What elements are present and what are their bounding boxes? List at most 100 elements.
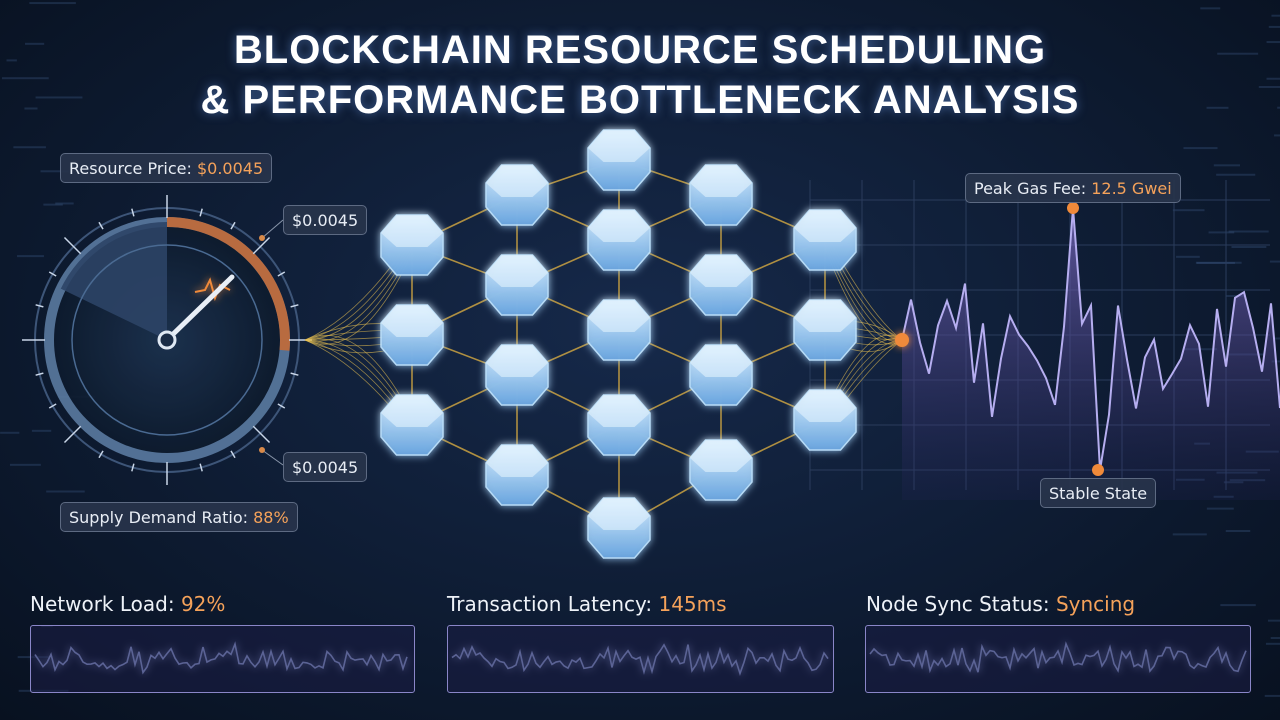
code-streak (31, 429, 52, 432)
node-top (381, 305, 443, 337)
code-streak (1270, 637, 1280, 640)
tag-label: Resource Price: (69, 159, 192, 178)
node (485, 344, 549, 406)
code-streak (35, 96, 83, 99)
node (689, 439, 753, 501)
node-top (690, 345, 752, 377)
node (689, 344, 753, 406)
node-top (588, 300, 650, 332)
code-streak (1, 77, 49, 80)
code-streak (6, 59, 17, 62)
gauge-tick (131, 463, 135, 472)
gauge-tick (63, 425, 82, 444)
gauge-tick (252, 425, 271, 444)
code-streak (9, 463, 41, 466)
metric-name: Network Load: (30, 592, 175, 616)
tag-label: Supply Demand Ratio: (69, 508, 249, 527)
tag-label: Peak Gas Fee: (974, 179, 1087, 198)
code-streak (1225, 295, 1244, 298)
gauge-tick (230, 450, 236, 459)
gauge-tick (277, 403, 286, 409)
leader (261, 219, 284, 239)
gauge-tick (277, 271, 286, 277)
wave-dot (1067, 202, 1079, 214)
node (689, 254, 753, 316)
node (587, 394, 651, 456)
code-streak (1176, 255, 1200, 258)
node-top (486, 165, 548, 197)
code-streak (1206, 106, 1229, 109)
code-streak (1184, 348, 1218, 351)
code-streak (24, 42, 45, 45)
code-streak (24, 107, 38, 110)
metric-value: 145ms (658, 592, 727, 616)
tag-value: 12.5 Gwei (1091, 179, 1172, 198)
code-streak (40, 170, 69, 173)
stable-tag: Stable State (1040, 478, 1157, 508)
ratio-tag: Supply Demand Ratio: 88% (60, 502, 298, 532)
node (587, 129, 651, 191)
code-streak (1268, 25, 1280, 28)
leader-dot (259, 235, 265, 241)
node (380, 304, 444, 366)
code-streak (1200, 7, 1221, 10)
wave-dot (1092, 464, 1104, 476)
code-streak (1267, 619, 1280, 622)
wave-dot (895, 333, 909, 347)
gauge-tick (98, 450, 104, 459)
code-streak (43, 203, 63, 206)
code-streak (1183, 147, 1218, 150)
code-streak (1266, 77, 1280, 80)
code-streak (1216, 173, 1256, 176)
node-top (486, 345, 548, 377)
code-streak (1217, 52, 1259, 55)
code-streak (1208, 231, 1235, 234)
code-streak (1271, 14, 1280, 17)
title-line: & PERFORMANCE BOTTLENECK ANALYSIS (200, 78, 1080, 122)
code-streak (1231, 246, 1267, 249)
code-streak (1277, 106, 1280, 109)
node-top (794, 390, 856, 422)
code-streak (1206, 507, 1234, 510)
wave-area (902, 208, 1280, 500)
code-streak (1269, 260, 1280, 263)
node (380, 394, 444, 456)
metric-label: Network Load: 92% (30, 592, 225, 616)
code-streak (1264, 694, 1280, 697)
metric-value: 92% (180, 592, 226, 616)
node-top (486, 255, 548, 287)
node (793, 389, 857, 451)
leader-dot (259, 447, 265, 453)
code-streak (29, 2, 76, 5)
gauge-inner (71, 244, 263, 436)
code-streak (1258, 85, 1280, 88)
node-top (588, 130, 650, 162)
code-streak (1228, 230, 1269, 233)
node (587, 299, 651, 361)
gauge-needle (164, 274, 235, 343)
node (587, 209, 651, 271)
metric-panel (865, 625, 1251, 693)
node-top (794, 300, 856, 332)
node (485, 444, 549, 506)
code-streak (1274, 337, 1280, 340)
node-top (588, 395, 650, 427)
code-streak (1266, 41, 1280, 44)
node (793, 209, 857, 271)
gauge-hub (157, 330, 177, 350)
node-top (690, 440, 752, 472)
code-streak (1220, 604, 1256, 607)
code-streak (1274, 134, 1280, 137)
metric-name: Node Sync Status: (866, 592, 1050, 616)
gauge-tick (35, 372, 44, 376)
code-streak (1172, 209, 1205, 212)
metric-panel (30, 625, 415, 693)
node-top (588, 210, 650, 242)
gauge-tick (48, 271, 57, 277)
tag-value: 88% (253, 508, 289, 527)
node (485, 254, 549, 316)
node (587, 497, 651, 559)
node-top (381, 395, 443, 427)
